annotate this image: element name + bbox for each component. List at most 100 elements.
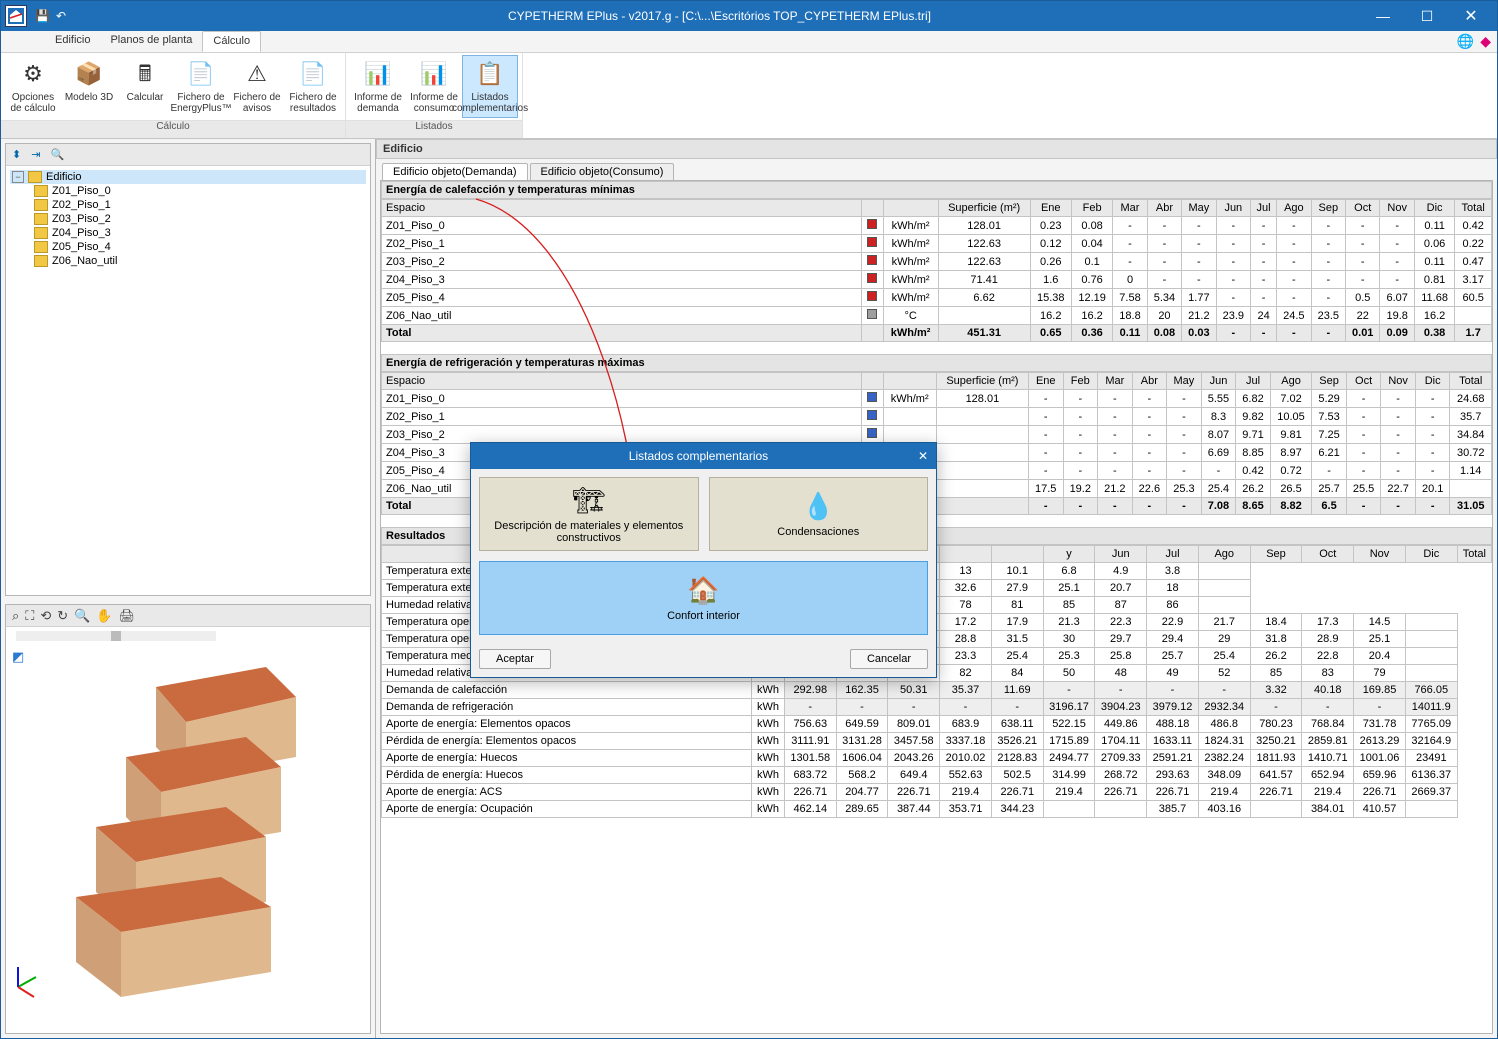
value-cell: - [1147,253,1181,271]
value-cell: 25.7 [1312,480,1347,498]
undo-icon[interactable]: ↶ [56,9,66,23]
tree-toolbar: ⬍ ⇥ 🔍 [6,144,370,166]
modal-close-icon[interactable]: ✕ [918,449,928,463]
value-cell: 23491 [1405,750,1457,767]
value-cell: - [1043,682,1095,699]
cube-icon[interactable]: ◩ [12,649,24,663]
value-cell: 12.19 [1071,289,1112,307]
value-cell: - [1216,217,1250,235]
surface-cell [936,480,1028,498]
globe-icon[interactable]: 🌐 [1457,33,1474,50]
ribbon-informe-de-demanda[interactable]: 📊Informe de demanda [350,55,406,118]
tree-item[interactable]: Z06_Nao_util [32,254,366,268]
value-cell: 2932.34 [1198,699,1250,716]
cancel-button[interactable]: Cancelar [850,649,928,669]
color-mark-icon [862,271,884,289]
tree-item[interactable]: Z02_Piso_1 [32,198,366,212]
orbit-icon[interactable]: ⟲ [40,608,51,624]
ribbon-fichero-de-resultados[interactable]: 📄Fichero de resultados [285,55,341,118]
tree-item[interactable]: Z01_Piso_0 [32,184,366,198]
value-cell: 26.2 [1236,480,1271,498]
ribbon-fichero-de-avisos[interactable]: ⚠Fichero de avisos [229,55,285,118]
value-cell: - [1095,682,1147,699]
ribbon-listados-complementarios[interactable]: 📋Listados complementarios [462,55,518,118]
value-cell: 502.5 [991,767,1043,784]
surface-cell [936,408,1028,426]
value-cell: - [1028,390,1063,408]
tab-calculo[interactable]: Cálculo [202,31,261,52]
value-cell: 0 [1113,271,1147,289]
value-cell: 28.8 [940,631,992,648]
tree-item[interactable]: Z05_Piso_4 [32,240,366,254]
subtab-consumo[interactable]: Edificio objeto(Consumo) [530,163,675,180]
value-cell: 0.12 [1030,235,1071,253]
value-cell: 50.31 [888,682,940,699]
zoom-window-icon[interactable]: ⛶ [25,608,34,624]
value-cell: 14011.9 [1405,699,1457,716]
ribbon-modelo-3d[interactable]: 📦Modelo 3D [61,55,117,118]
value-cell: 2128.83 [991,750,1043,767]
zoom-extents-icon[interactable]: ⌕ [12,608,19,624]
unit-cell: kWh/m² [883,217,938,235]
value-cell: 6136.37 [1405,767,1457,784]
value-cell: 16.2 [1071,307,1112,325]
save-icon[interactable]: 💾 [35,9,50,23]
value-cell: - [1098,426,1133,444]
help-icon[interactable]: ◆ [1480,33,1491,50]
value-cell: 9.82 [1236,408,1271,426]
color-mark-icon [862,408,884,426]
ribbon-group-label: Cálculo [1,120,345,138]
value-cell: 766.05 [1405,682,1457,699]
maximize-button[interactable]: ☐ [1405,1,1449,31]
value-cell: - [1251,217,1277,235]
modal-card-label: Descripción de materiales y elementos co… [484,520,694,544]
tab-planos[interactable]: Planos de planta [100,31,202,52]
close-button[interactable]: ✕ [1449,1,1493,31]
value-cell: - [1346,408,1381,426]
rotate-icon[interactable]: ↻ [57,608,68,624]
value-cell: - [991,699,1043,716]
surface-cell: 128.01 [938,217,1030,235]
value-cell: 659.96 [1354,767,1406,784]
accept-button[interactable]: Aceptar [479,649,551,669]
tree-collapse-icon[interactable]: ⇥ [31,148,40,161]
value-cell: 204.77 [836,784,888,801]
value-cell: 0.42 [1236,462,1271,480]
value-cell: 25.4 [1201,480,1236,498]
value-cell: - [1415,426,1450,444]
collapse-icon[interactable]: − [12,171,24,183]
ribbon-opciones-de-c-lculo[interactable]: ⚙Opciones de cálculo [5,55,61,118]
print-icon[interactable]: 🖨 [119,608,136,624]
tree-search-icon[interactable]: 🔍 [50,148,64,161]
modal-card-1[interactable]: 💧Condensaciones [709,477,929,551]
value-cell: 23.3 [940,648,992,665]
value-cell: 2613.29 [1354,733,1406,750]
value-cell: 488.18 [1147,716,1199,733]
value-cell: 3250.21 [1250,733,1302,750]
tree-icon[interactable]: ⬍ [12,148,21,161]
value-cell: 169.85 [1354,682,1406,699]
value-cell: - [1380,271,1414,289]
ribbon-fichero-de-energyplus-[interactable]: 📄Fichero de EnergyPlus™ [173,55,229,118]
value-cell: - [1346,253,1380,271]
pan-icon[interactable]: ✋ [96,608,112,624]
minimize-button[interactable]: — [1361,1,1405,31]
zoom-icon[interactable]: 🔍 [74,608,90,624]
tab-edificio[interactable]: Edificio [45,31,100,52]
viewer-canvas[interactable]: ◩ [6,627,370,1033]
ribbon-calcular[interactable]: 🖩Calcular [117,55,173,118]
modal-card-0[interactable]: 🏗Descripción de materiales y elementos c… [479,477,699,551]
tree-item[interactable]: Z04_Piso_3 [32,226,366,240]
value-cell: 2709.33 [1095,750,1147,767]
tree-root[interactable]: −Edificio [10,170,366,184]
subtab-demanda[interactable]: Edificio objeto(Demanda) [382,163,528,180]
value-cell: - [1201,462,1236,480]
ribbon-icon: 📊 [362,58,394,90]
tree-item[interactable]: Z03_Piso_2 [32,212,366,226]
modal-card-2[interactable]: 🏠Confort interior [479,561,928,635]
value-cell: 3.32 [1250,682,1302,699]
ribbon-group-label: Listados [346,120,522,138]
value-cell: 162.35 [836,682,888,699]
tree-item-label: Z04_Piso_3 [52,227,111,239]
value-cell: 29.7 [1095,631,1147,648]
